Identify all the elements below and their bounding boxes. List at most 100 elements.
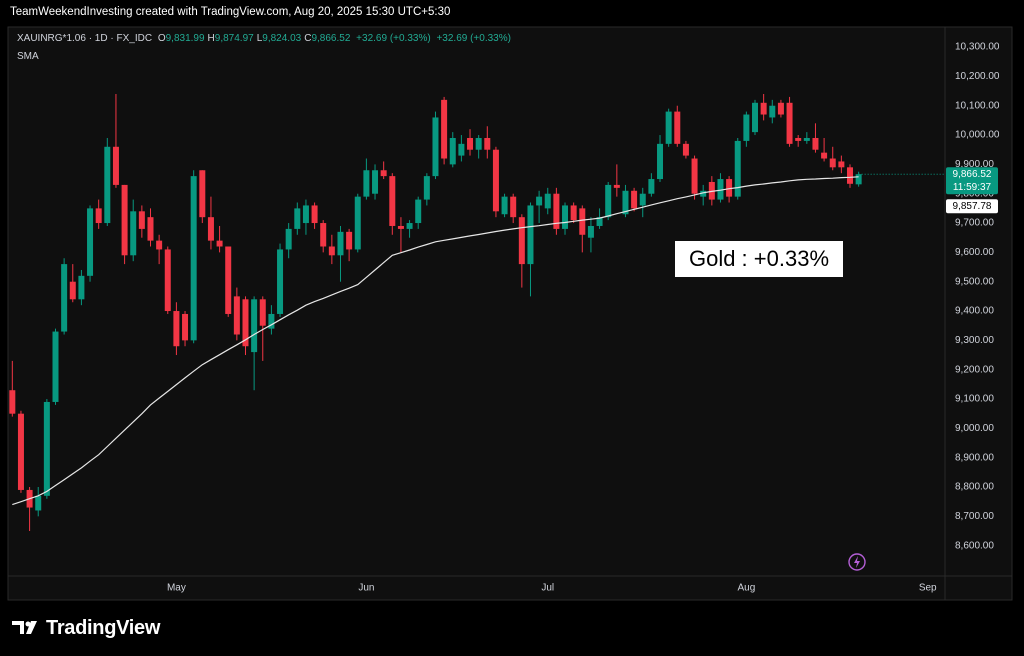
ohlc-value: 9,824.03 xyxy=(262,33,302,44)
candle-body xyxy=(277,249,284,314)
candle-body xyxy=(536,196,543,206)
x-tick-label: Jul xyxy=(541,583,554,594)
candle-body xyxy=(87,208,94,276)
candle-body xyxy=(302,205,309,224)
y-tick-label: 10,000.00 xyxy=(955,130,1000,141)
y-tick-label: 8,700.00 xyxy=(955,511,994,522)
candle-body xyxy=(829,158,836,168)
candle-body xyxy=(484,137,491,150)
candle-body xyxy=(674,111,681,144)
candle-body xyxy=(43,401,50,496)
candle-body xyxy=(311,205,318,224)
candle-body xyxy=(328,246,335,256)
logo-icon xyxy=(12,621,37,634)
candle-body xyxy=(320,223,327,247)
candle-body xyxy=(233,296,240,335)
candle-body xyxy=(415,199,422,224)
candle-body xyxy=(605,184,612,218)
candle-body xyxy=(527,205,534,265)
candle-body xyxy=(812,137,819,150)
y-tick-label: 9,700.00 xyxy=(955,218,994,229)
candle-body xyxy=(475,137,482,150)
candle-body xyxy=(803,137,810,141)
annotation: Gold : +0.33% xyxy=(675,241,843,277)
candle-body xyxy=(458,143,465,156)
candle-body xyxy=(855,174,862,185)
candle-body xyxy=(397,225,404,229)
symbol: XAUINRG*1.06 · 1D · FX_IDC xyxy=(17,33,153,44)
y-tick-label: 8,900.00 xyxy=(955,452,994,463)
countdown-label: 11:59:37 xyxy=(953,182,992,193)
candle-body xyxy=(182,313,189,341)
candle-body xyxy=(492,149,499,212)
candle-body xyxy=(268,313,275,329)
candle-body xyxy=(104,146,111,224)
x-tick-label: Aug xyxy=(737,583,755,594)
candle-body xyxy=(69,281,76,300)
candle-body xyxy=(691,158,698,194)
ohlc-value: 9,874.97 xyxy=(214,33,254,44)
candle-body xyxy=(682,143,689,156)
candle-body xyxy=(61,264,68,332)
candle-body xyxy=(760,102,767,115)
y-tick-label: 9,300.00 xyxy=(955,335,994,346)
candle-body xyxy=(544,193,551,209)
candle-body xyxy=(216,240,223,247)
candle-body xyxy=(251,299,258,353)
candle-body xyxy=(156,240,163,250)
chart-panel xyxy=(7,26,1013,601)
candle-body xyxy=(363,170,370,197)
candle-body xyxy=(130,211,137,256)
logo: TradingView xyxy=(46,617,161,639)
candle-body xyxy=(432,117,439,177)
candle-body xyxy=(112,146,119,185)
candle-body xyxy=(35,495,42,511)
candle-body xyxy=(52,331,59,402)
candle-body xyxy=(467,137,474,150)
y-tick-label: 9,500.00 xyxy=(955,276,994,287)
candle-body xyxy=(9,390,16,414)
candle-body xyxy=(596,217,603,226)
candle-body xyxy=(562,205,569,229)
candle-body xyxy=(501,196,508,215)
candle-body xyxy=(777,102,784,115)
candle-body xyxy=(518,217,525,265)
candle-body xyxy=(708,181,715,200)
last-price-label: 9,866.52 xyxy=(953,169,992,180)
candle-body xyxy=(138,211,145,229)
sma-line xyxy=(12,176,859,506)
candle-body xyxy=(579,208,586,235)
candle-body xyxy=(78,275,85,300)
candle-body xyxy=(121,184,128,256)
y-tick-label: 9,200.00 xyxy=(955,364,994,375)
candle-body xyxy=(821,152,828,159)
ohlc-value: 9,866.52 xyxy=(311,33,351,44)
candle-body xyxy=(190,176,197,341)
candle-body xyxy=(613,184,620,188)
candle-body xyxy=(769,105,776,118)
last-price-box xyxy=(946,167,998,195)
y-tick-label: 8,600.00 xyxy=(955,540,994,551)
y-tick-label: 9,900.00 xyxy=(955,159,994,170)
ohlc-key: O xyxy=(157,33,166,44)
candle-body xyxy=(441,99,448,159)
x-tick-label: Sep xyxy=(919,583,937,594)
candle-body xyxy=(587,225,594,238)
change: +32.69 (+0.33%) xyxy=(356,33,431,44)
candle-body xyxy=(17,413,24,490)
y-tick-label: 9,400.00 xyxy=(955,306,994,317)
candle-body xyxy=(285,228,292,250)
x-tick-label: Jun xyxy=(358,583,374,594)
y-tick-label: 9,600.00 xyxy=(955,247,994,258)
ohlc: O9,831.99 H9,874.97 L9,824.03 C9,866.52 xyxy=(155,33,351,44)
candle-body xyxy=(199,170,206,218)
lightning-icon[interactable] xyxy=(848,553,866,571)
y-tick-label: 9,000.00 xyxy=(955,423,994,434)
candle-body xyxy=(207,217,214,241)
sma-value-label: 9,857.78 xyxy=(953,201,992,212)
candle-body xyxy=(337,231,344,256)
candles xyxy=(9,93,862,532)
candle-body xyxy=(795,137,802,141)
